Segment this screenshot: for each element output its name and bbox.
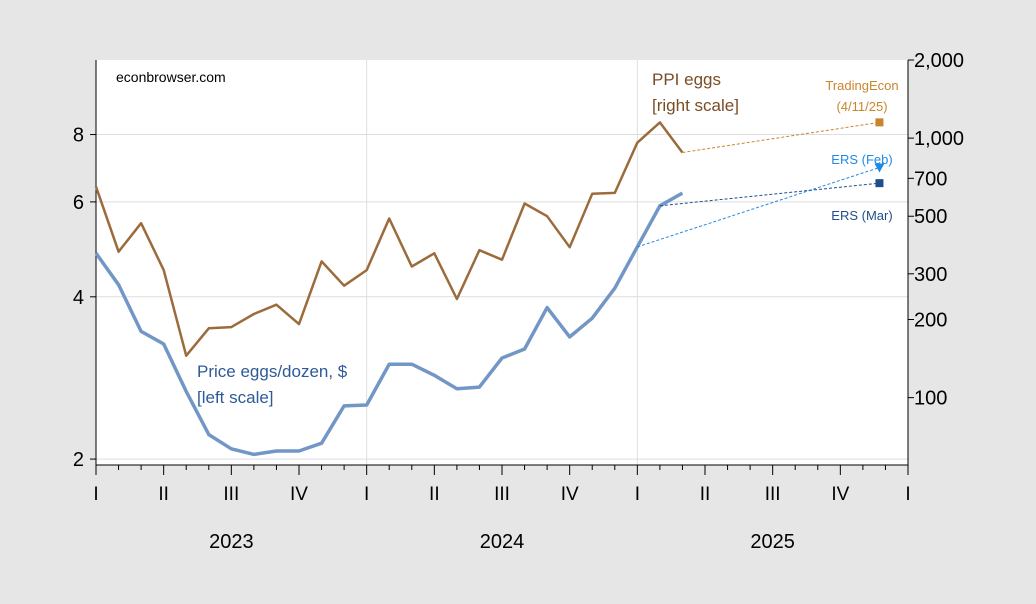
right-tick-label: 500	[914, 206, 947, 228]
x-quarter-label: I	[93, 484, 98, 505]
x-quarter-label: I	[635, 484, 640, 505]
series-line-price	[94, 191, 684, 457]
right-tick-label: 100	[914, 388, 947, 410]
forecast-label-tradingecon: TradingEcon	[825, 78, 898, 93]
forecast-layer	[637, 118, 885, 248]
right-tick-label: 300	[914, 264, 947, 286]
forecast-label-tradingecon: (4/11/25)	[836, 99, 887, 114]
x-quarter-label: II	[700, 484, 711, 505]
forecast-marker-triangle-1	[874, 163, 885, 173]
x-quarter-label: III	[223, 484, 239, 505]
series-label-ppi: [right scale]	[652, 96, 739, 115]
forecast-line-1	[637, 167, 880, 248]
x-quarter-label: IV	[831, 484, 849, 505]
x-quarter-label: III	[765, 484, 781, 505]
forecast-line-0	[682, 121, 880, 154]
series-line-ppi	[94, 121, 684, 357]
grid	[96, 60, 908, 465]
x-quarter-label: I	[364, 484, 369, 505]
forecast-label-ers-mar: ERS (Mar)	[831, 208, 892, 223]
right-tick-label: 1,000	[914, 128, 964, 150]
right-tick-label: 200	[914, 310, 947, 332]
forecast-marker-square-0	[875, 118, 884, 127]
x-quarter-label: II	[429, 484, 440, 505]
left-tick-label: 4	[73, 287, 84, 309]
left-tick-label: 2	[73, 449, 84, 471]
forecast-marker-square-2	[875, 179, 884, 188]
x-quarter-label: III	[494, 484, 510, 505]
plot-area	[96, 60, 908, 465]
right-tick-label: 2,000	[914, 50, 964, 72]
x-year-label: 2023	[209, 531, 254, 553]
watermark-label: econbrowser.com	[116, 69, 226, 85]
left-tick-label: 8	[73, 125, 84, 147]
right-tick-label: 700	[914, 168, 947, 190]
forecast-line-2	[659, 182, 880, 207]
labels: econbrowser.com Price eggs/dozen, $ [left …	[116, 69, 899, 407]
series-label-ppi: PPI eggs	[652, 70, 721, 89]
x-quarter-label: II	[158, 484, 169, 505]
x-quarter-label: IV	[290, 484, 308, 505]
series-layer	[94, 121, 684, 457]
x-year-label: 2024	[480, 531, 525, 553]
series-label-price: Price eggs/dozen, $	[197, 362, 348, 381]
x-quarter-label: I	[905, 484, 910, 505]
x-year-label: 2025	[750, 531, 795, 553]
x-quarter-label: IV	[561, 484, 579, 505]
forecast-label-ers-feb: ERS (Feb)	[831, 152, 892, 167]
left-tick-label: 6	[73, 192, 84, 214]
series-label-price: [left scale]	[197, 388, 274, 407]
